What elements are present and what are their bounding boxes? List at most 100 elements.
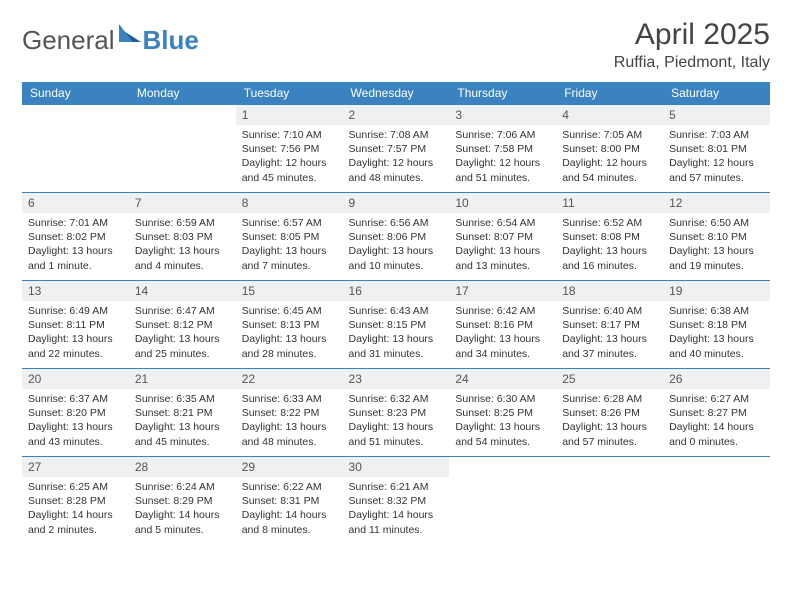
sunset-text: Sunset: 8:21 PM bbox=[135, 406, 230, 420]
day-details: Sunrise: 6:24 AMSunset: 8:29 PMDaylight:… bbox=[129, 477, 236, 543]
weekday-header: Thursday bbox=[449, 82, 556, 105]
daylight-text: Daylight: 13 hours and 57 minutes. bbox=[562, 420, 657, 448]
day-details: Sunrise: 6:33 AMSunset: 8:22 PMDaylight:… bbox=[236, 389, 343, 455]
day-number: 11 bbox=[556, 193, 663, 213]
day-details: Sunrise: 6:43 AMSunset: 8:15 PMDaylight:… bbox=[343, 301, 450, 367]
daylight-text: Daylight: 13 hours and 28 minutes. bbox=[242, 332, 337, 360]
calendar-cell bbox=[129, 105, 236, 193]
calendar-week-row: 13Sunrise: 6:49 AMSunset: 8:11 PMDayligh… bbox=[22, 281, 770, 369]
sunset-text: Sunset: 7:56 PM bbox=[242, 142, 337, 156]
day-number: 22 bbox=[236, 369, 343, 389]
weekday-header-row: Sunday Monday Tuesday Wednesday Thursday… bbox=[22, 82, 770, 105]
sunrise-text: Sunrise: 7:03 AM bbox=[669, 128, 764, 142]
day-details: Sunrise: 6:57 AMSunset: 8:05 PMDaylight:… bbox=[236, 213, 343, 279]
day-number: 17 bbox=[449, 281, 556, 301]
day-number: 1 bbox=[236, 105, 343, 125]
sunset-text: Sunset: 8:11 PM bbox=[28, 318, 123, 332]
day-details: Sunrise: 7:10 AMSunset: 7:56 PMDaylight:… bbox=[236, 125, 343, 191]
daylight-text: Daylight: 13 hours and 34 minutes. bbox=[455, 332, 550, 360]
day-details: Sunrise: 6:52 AMSunset: 8:08 PMDaylight:… bbox=[556, 213, 663, 279]
calendar-cell: 10Sunrise: 6:54 AMSunset: 8:07 PMDayligh… bbox=[449, 193, 556, 281]
day-number: 10 bbox=[449, 193, 556, 213]
day-details: Sunrise: 6:56 AMSunset: 8:06 PMDaylight:… bbox=[343, 213, 450, 279]
calendar-cell: 14Sunrise: 6:47 AMSunset: 8:12 PMDayligh… bbox=[129, 281, 236, 369]
sunset-text: Sunset: 8:20 PM bbox=[28, 406, 123, 420]
sunrise-text: Sunrise: 7:05 AM bbox=[562, 128, 657, 142]
sunrise-text: Sunrise: 6:24 AM bbox=[135, 480, 230, 494]
daylight-text: Daylight: 13 hours and 37 minutes. bbox=[562, 332, 657, 360]
sunrise-text: Sunrise: 6:28 AM bbox=[562, 392, 657, 406]
weekday-header: Wednesday bbox=[343, 82, 450, 105]
flag-icon bbox=[119, 24, 141, 47]
daylight-text: Daylight: 13 hours and 10 minutes. bbox=[349, 244, 444, 272]
sunset-text: Sunset: 8:01 PM bbox=[669, 142, 764, 156]
day-number: 6 bbox=[22, 193, 129, 213]
calendar-cell: 23Sunrise: 6:32 AMSunset: 8:23 PMDayligh… bbox=[343, 369, 450, 457]
month-title: April 2025 bbox=[614, 18, 770, 52]
calendar-cell: 30Sunrise: 6:21 AMSunset: 8:32 PMDayligh… bbox=[343, 457, 450, 545]
brand-logo: General Blue bbox=[22, 24, 199, 57]
day-details: Sunrise: 6:35 AMSunset: 8:21 PMDaylight:… bbox=[129, 389, 236, 455]
calendar-cell bbox=[556, 457, 663, 545]
day-details: Sunrise: 7:03 AMSunset: 8:01 PMDaylight:… bbox=[663, 125, 770, 191]
sunset-text: Sunset: 8:32 PM bbox=[349, 494, 444, 508]
brand-part1: General bbox=[22, 25, 115, 56]
daylight-text: Daylight: 13 hours and 1 minute. bbox=[28, 244, 123, 272]
day-details: Sunrise: 6:45 AMSunset: 8:13 PMDaylight:… bbox=[236, 301, 343, 367]
sunset-text: Sunset: 8:22 PM bbox=[242, 406, 337, 420]
day-number: 24 bbox=[449, 369, 556, 389]
sunrise-text: Sunrise: 6:47 AM bbox=[135, 304, 230, 318]
day-details: Sunrise: 6:25 AMSunset: 8:28 PMDaylight:… bbox=[22, 477, 129, 543]
day-number: 27 bbox=[22, 457, 129, 477]
daylight-text: Daylight: 14 hours and 8 minutes. bbox=[242, 508, 337, 536]
day-number: 8 bbox=[236, 193, 343, 213]
day-number: 18 bbox=[556, 281, 663, 301]
day-details: Sunrise: 6:27 AMSunset: 8:27 PMDaylight:… bbox=[663, 389, 770, 455]
day-number: 28 bbox=[129, 457, 236, 477]
sunset-text: Sunset: 8:08 PM bbox=[562, 230, 657, 244]
daylight-text: Daylight: 13 hours and 7 minutes. bbox=[242, 244, 337, 272]
weekday-header: Saturday bbox=[663, 82, 770, 105]
daylight-text: Daylight: 13 hours and 31 minutes. bbox=[349, 332, 444, 360]
day-details: Sunrise: 6:32 AMSunset: 8:23 PMDaylight:… bbox=[343, 389, 450, 455]
sunrise-text: Sunrise: 6:38 AM bbox=[669, 304, 764, 318]
sunset-text: Sunset: 8:00 PM bbox=[562, 142, 657, 156]
sunrise-text: Sunrise: 6:52 AM bbox=[562, 216, 657, 230]
daylight-text: Daylight: 13 hours and 16 minutes. bbox=[562, 244, 657, 272]
sunset-text: Sunset: 8:29 PM bbox=[135, 494, 230, 508]
daylight-text: Daylight: 12 hours and 45 minutes. bbox=[242, 156, 337, 184]
day-number: 3 bbox=[449, 105, 556, 125]
calendar-cell: 18Sunrise: 6:40 AMSunset: 8:17 PMDayligh… bbox=[556, 281, 663, 369]
day-number bbox=[556, 457, 663, 463]
day-details: Sunrise: 6:37 AMSunset: 8:20 PMDaylight:… bbox=[22, 389, 129, 455]
weekday-header: Friday bbox=[556, 82, 663, 105]
calendar-cell: 3Sunrise: 7:06 AMSunset: 7:58 PMDaylight… bbox=[449, 105, 556, 193]
day-number: 12 bbox=[663, 193, 770, 213]
calendar-cell: 4Sunrise: 7:05 AMSunset: 8:00 PMDaylight… bbox=[556, 105, 663, 193]
sunrise-text: Sunrise: 6:27 AM bbox=[669, 392, 764, 406]
sunrise-text: Sunrise: 7:06 AM bbox=[455, 128, 550, 142]
day-number: 16 bbox=[343, 281, 450, 301]
day-details: Sunrise: 6:28 AMSunset: 8:26 PMDaylight:… bbox=[556, 389, 663, 455]
day-details: Sunrise: 6:42 AMSunset: 8:16 PMDaylight:… bbox=[449, 301, 556, 367]
day-number: 5 bbox=[663, 105, 770, 125]
calendar-cell: 6Sunrise: 7:01 AMSunset: 8:02 PMDaylight… bbox=[22, 193, 129, 281]
sunrise-text: Sunrise: 6:25 AM bbox=[28, 480, 123, 494]
day-number: 13 bbox=[22, 281, 129, 301]
sunset-text: Sunset: 8:06 PM bbox=[349, 230, 444, 244]
day-number: 25 bbox=[556, 369, 663, 389]
sunrise-text: Sunrise: 6:33 AM bbox=[242, 392, 337, 406]
calendar-cell: 19Sunrise: 6:38 AMSunset: 8:18 PMDayligh… bbox=[663, 281, 770, 369]
sunrise-text: Sunrise: 6:54 AM bbox=[455, 216, 550, 230]
calendar-cell: 16Sunrise: 6:43 AMSunset: 8:15 PMDayligh… bbox=[343, 281, 450, 369]
sunset-text: Sunset: 8:02 PM bbox=[28, 230, 123, 244]
daylight-text: Daylight: 13 hours and 51 minutes. bbox=[349, 420, 444, 448]
daylight-text: Daylight: 13 hours and 22 minutes. bbox=[28, 332, 123, 360]
sunrise-text: Sunrise: 7:08 AM bbox=[349, 128, 444, 142]
day-details: Sunrise: 6:22 AMSunset: 8:31 PMDaylight:… bbox=[236, 477, 343, 543]
day-details: Sunrise: 6:50 AMSunset: 8:10 PMDaylight:… bbox=[663, 213, 770, 279]
sunrise-text: Sunrise: 6:32 AM bbox=[349, 392, 444, 406]
calendar-cell: 25Sunrise: 6:28 AMSunset: 8:26 PMDayligh… bbox=[556, 369, 663, 457]
day-details: Sunrise: 6:38 AMSunset: 8:18 PMDaylight:… bbox=[663, 301, 770, 367]
day-number bbox=[22, 105, 129, 111]
